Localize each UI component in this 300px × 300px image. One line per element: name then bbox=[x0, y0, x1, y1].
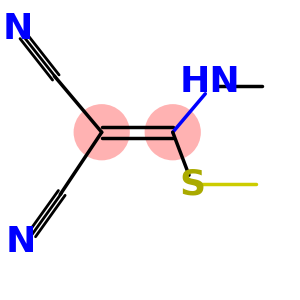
Text: HN: HN bbox=[179, 65, 240, 99]
Circle shape bbox=[74, 104, 130, 160]
Text: N: N bbox=[5, 225, 35, 259]
Text: S: S bbox=[179, 167, 205, 201]
Circle shape bbox=[145, 104, 201, 160]
Text: N: N bbox=[2, 12, 32, 46]
